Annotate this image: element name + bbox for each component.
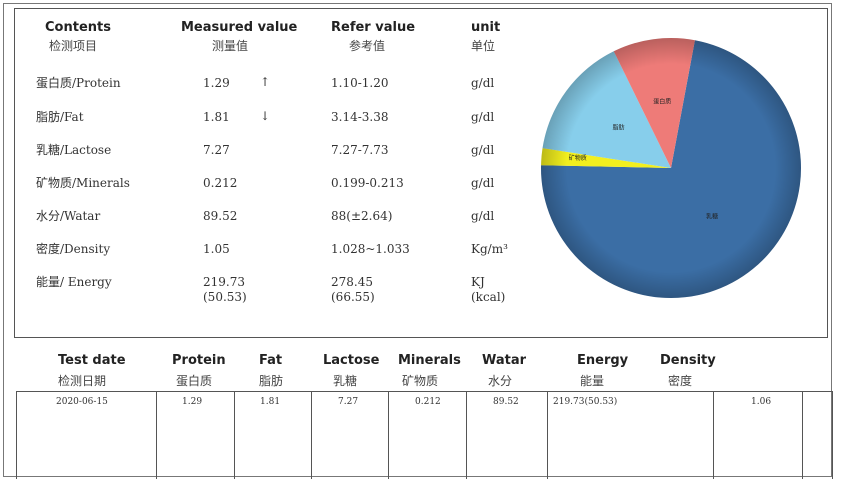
row-fat-unit: g/dl xyxy=(471,110,495,124)
col-header-density: Density xyxy=(660,353,716,368)
col-header-test-date-cn: 检测日期 xyxy=(58,374,107,388)
header-measured-value-cn: 测量值 xyxy=(212,39,249,53)
col-header-minerals-cn: 矿物质 xyxy=(402,374,439,388)
down-arrow-icon: ↓ xyxy=(260,109,271,123)
col-header-minerals: Minerals xyxy=(398,353,461,368)
header-contents: Contents xyxy=(45,20,111,35)
cell-fat: 1.81 xyxy=(260,397,281,407)
col-header-protein-cn: 蛋白质 xyxy=(176,374,213,388)
col-header-density-cn: 密度 xyxy=(668,374,693,388)
row-protein-refer: 1.10-1.20 xyxy=(331,76,389,90)
table-divider xyxy=(311,391,312,479)
col-header-lactose: Lactose xyxy=(323,353,380,368)
row-energy-refer-kj: 278.45 xyxy=(331,275,373,289)
col-header-fat: Fat xyxy=(259,353,283,368)
row-minerals-refer: 0.199-0.213 xyxy=(331,176,404,190)
history-table xyxy=(16,391,833,479)
table-divider xyxy=(388,391,389,479)
pie-slice-label: 蛋白质 xyxy=(653,98,671,106)
table-divider xyxy=(466,391,467,479)
up-arrow-icon: ↑ xyxy=(260,75,271,89)
col-header-watar: Watar xyxy=(482,353,527,368)
col-header-watar-cn: 水分 xyxy=(488,374,513,388)
row-watar-refer: 88(±2.64) xyxy=(331,209,393,223)
row-energy-measured-kcal: (50.53) xyxy=(203,290,247,304)
col-header-fat-cn: 脂肪 xyxy=(259,374,284,388)
cell-density: 1.06 xyxy=(751,397,772,407)
col-header-lactose-cn: 乳糖 xyxy=(333,374,358,388)
row-protein-label: 蛋白质/Protein xyxy=(36,76,121,90)
header-unit-cn: 单位 xyxy=(471,39,496,53)
cell-lactose: 7.27 xyxy=(338,397,359,407)
pie-slice-label: 矿物质 xyxy=(569,154,587,162)
col-header-energy-cn: 能量 xyxy=(580,374,605,388)
row-density-measured: 1.05 xyxy=(203,242,230,256)
row-watar-unit: g/dl xyxy=(471,209,495,223)
table-divider xyxy=(234,391,235,479)
col-header-energy: Energy xyxy=(577,353,629,368)
row-minerals-measured: 0.212 xyxy=(203,176,238,190)
row-protein-measured: 1.29 xyxy=(203,76,230,90)
cell-watar: 89.52 xyxy=(493,397,519,407)
table-divider xyxy=(156,391,157,479)
cell-test-date: 2020-06-15 xyxy=(56,397,108,407)
row-density-refer: 1.028~1.033 xyxy=(331,242,410,256)
header-measured-value: Measured value xyxy=(181,20,298,35)
header-contents-cn: 检测项目 xyxy=(49,39,98,53)
header-refer-value-cn: 参考值 xyxy=(349,39,386,53)
table-divider xyxy=(802,391,803,479)
row-fat-measured: 1.81 xyxy=(203,110,230,124)
cell-minerals: 0.212 xyxy=(415,397,441,407)
row-lactose-measured: 7.27 xyxy=(203,143,230,157)
report-frame xyxy=(3,3,832,477)
row-fat-refer: 3.14-3.38 xyxy=(331,110,389,124)
cell-protein: 1.29 xyxy=(182,397,203,407)
row-energy-measured-kj: 219.73 xyxy=(203,275,245,289)
col-header-protein: Protein xyxy=(172,353,226,368)
row-minerals-unit: g/dl xyxy=(471,176,495,190)
row-watar-measured: 89.52 xyxy=(203,209,238,223)
cell-energy: 219.73(50.53) xyxy=(553,397,618,407)
row-energy-unit-kcal: (kcal) xyxy=(471,290,506,304)
table-divider xyxy=(713,391,714,479)
composition-pie-chart: 乳糖 矿物质 脂肪 蛋白质 xyxy=(540,38,801,299)
pie-slice-label: 乳糖 xyxy=(706,213,718,221)
row-fat-label: 脂肪/Fat xyxy=(36,110,84,124)
row-lactose-unit: g/dl xyxy=(471,143,495,157)
row-watar-label: 水分/Watar xyxy=(36,209,101,223)
header-refer-value: Refer value xyxy=(331,20,416,35)
row-energy-refer-kcal: (66.55) xyxy=(331,290,375,304)
row-lactose-label: 乳糖/Lactose xyxy=(36,143,112,157)
row-energy-label: 能量/ Energy xyxy=(36,275,112,289)
col-header-test-date: Test date xyxy=(58,353,126,368)
table-divider xyxy=(547,391,548,479)
row-density-label: 密度/Density xyxy=(36,242,111,256)
pie-slice-label: 脂肪 xyxy=(613,124,625,132)
row-energy-unit-kj: KJ xyxy=(471,275,485,289)
results-panel xyxy=(14,8,828,338)
header-unit: unit xyxy=(471,20,501,35)
row-density-unit: Kg/m³ xyxy=(471,242,508,256)
row-protein-unit: g/dl xyxy=(471,76,495,90)
row-minerals-label: 矿物质/Minerals xyxy=(36,176,130,190)
row-lactose-refer: 7.27-7.73 xyxy=(331,143,389,157)
